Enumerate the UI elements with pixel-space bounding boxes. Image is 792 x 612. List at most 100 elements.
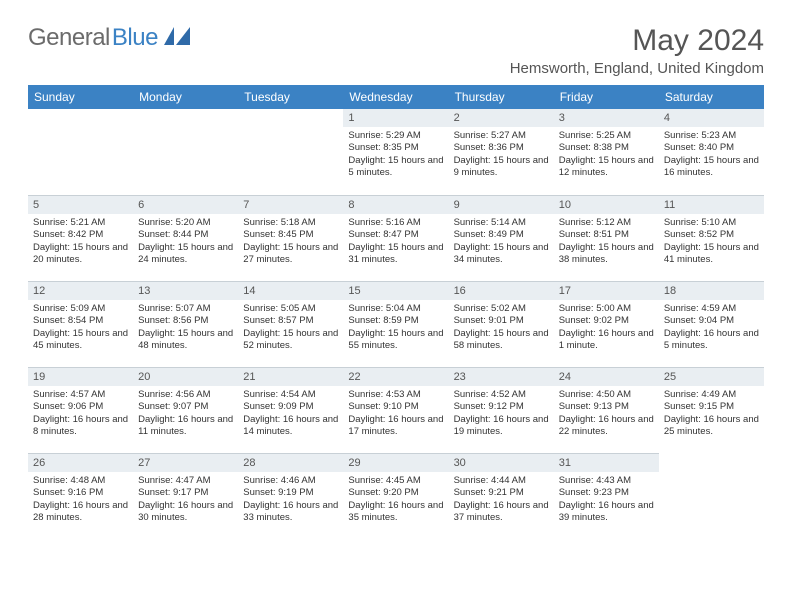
calendar-day-cell: 27Sunrise: 4:47 AMSunset: 9:17 PMDayligh… — [133, 453, 238, 539]
calendar-table: Sunday Monday Tuesday Wednesday Thursday… — [28, 85, 764, 539]
calendar-week-row: 12Sunrise: 5:09 AMSunset: 8:54 PMDayligh… — [28, 281, 764, 367]
weekday-header-row: Sunday Monday Tuesday Wednesday Thursday… — [28, 85, 764, 109]
day-details: Sunrise: 5:05 AMSunset: 8:57 PMDaylight:… — [238, 300, 343, 356]
daylight-text: Daylight: 16 hours and 14 minutes. — [243, 414, 338, 439]
day-number: 10 — [554, 195, 659, 214]
daylight-text: Daylight: 15 hours and 24 minutes. — [138, 242, 233, 267]
daylight-text: Daylight: 16 hours and 11 minutes. — [138, 414, 233, 439]
sunset-text: Sunset: 9:06 PM — [33, 401, 128, 413]
calendar-day-cell: 2Sunrise: 5:27 AMSunset: 8:36 PMDaylight… — [449, 109, 554, 195]
sunset-text: Sunset: 8:59 PM — [348, 315, 443, 327]
sunset-text: Sunset: 8:38 PM — [559, 142, 654, 154]
sunrise-text: Sunrise: 5:29 AM — [348, 130, 443, 142]
day-number: 29 — [343, 453, 448, 472]
calendar-day-cell: 20Sunrise: 4:56 AMSunset: 9:07 PMDayligh… — [133, 367, 238, 453]
sunset-text: Sunset: 9:13 PM — [559, 401, 654, 413]
weekday-header: Monday — [133, 85, 238, 109]
daylight-text: Daylight: 15 hours and 12 minutes. — [559, 155, 654, 180]
sunrise-text: Sunrise: 5:21 AM — [33, 217, 128, 229]
daylight-text: Daylight: 16 hours and 1 minute. — [559, 328, 654, 353]
day-details: Sunrise: 4:56 AMSunset: 9:07 PMDaylight:… — [133, 386, 238, 442]
calendar-week-row: 19Sunrise: 4:57 AMSunset: 9:06 PMDayligh… — [28, 367, 764, 453]
sunrise-text: Sunrise: 5:02 AM — [454, 303, 549, 315]
weekday-header: Tuesday — [238, 85, 343, 109]
day-number: 24 — [554, 367, 659, 386]
calendar-day-cell — [28, 109, 133, 195]
sunset-text: Sunset: 8:56 PM — [138, 315, 233, 327]
daylight-text: Daylight: 16 hours and 28 minutes. — [33, 500, 128, 525]
day-details: Sunrise: 5:29 AMSunset: 8:35 PMDaylight:… — [343, 127, 448, 183]
daylight-text: Daylight: 16 hours and 30 minutes. — [138, 500, 233, 525]
day-number: 5 — [28, 195, 133, 214]
calendar-day-cell — [659, 453, 764, 539]
daylight-text: Daylight: 16 hours and 39 minutes. — [559, 500, 654, 525]
sunset-text: Sunset: 9:04 PM — [664, 315, 759, 327]
sunset-text: Sunset: 9:15 PM — [664, 401, 759, 413]
day-number: 27 — [133, 453, 238, 472]
calendar-day-cell: 6Sunrise: 5:20 AMSunset: 8:44 PMDaylight… — [133, 195, 238, 281]
day-details: Sunrise: 4:46 AMSunset: 9:19 PMDaylight:… — [238, 472, 343, 528]
sunset-text: Sunset: 9:21 PM — [454, 487, 549, 499]
sunset-text: Sunset: 8:47 PM — [348, 229, 443, 241]
day-number: 16 — [449, 281, 554, 300]
calendar-page: GeneralBlue May 2024 Hemsworth, England,… — [0, 0, 792, 539]
calendar-day-cell: 30Sunrise: 4:44 AMSunset: 9:21 PMDayligh… — [449, 453, 554, 539]
calendar-day-cell: 9Sunrise: 5:14 AMSunset: 8:49 PMDaylight… — [449, 195, 554, 281]
day-number: 14 — [238, 281, 343, 300]
day-details: Sunrise: 4:50 AMSunset: 9:13 PMDaylight:… — [554, 386, 659, 442]
day-details: Sunrise: 5:25 AMSunset: 8:38 PMDaylight:… — [554, 127, 659, 183]
location-subtitle: Hemsworth, England, United Kingdom — [510, 60, 764, 77]
day-number: 18 — [659, 281, 764, 300]
calendar-day-cell: 11Sunrise: 5:10 AMSunset: 8:52 PMDayligh… — [659, 195, 764, 281]
sunset-text: Sunset: 8:35 PM — [348, 142, 443, 154]
weekday-header: Saturday — [659, 85, 764, 109]
sunrise-text: Sunrise: 5:10 AM — [664, 217, 759, 229]
sunrise-text: Sunrise: 4:47 AM — [138, 475, 233, 487]
sunrise-text: Sunrise: 4:54 AM — [243, 389, 338, 401]
month-title: May 2024 — [510, 24, 764, 58]
sunrise-text: Sunrise: 4:56 AM — [138, 389, 233, 401]
day-details: Sunrise: 5:02 AMSunset: 9:01 PMDaylight:… — [449, 300, 554, 356]
sunset-text: Sunset: 9:23 PM — [559, 487, 654, 499]
daylight-text: Daylight: 15 hours and 27 minutes. — [243, 242, 338, 267]
sunset-text: Sunset: 9:01 PM — [454, 315, 549, 327]
calendar-day-cell: 10Sunrise: 5:12 AMSunset: 8:51 PMDayligh… — [554, 195, 659, 281]
calendar-day-cell: 3Sunrise: 5:25 AMSunset: 8:38 PMDaylight… — [554, 109, 659, 195]
sunset-text: Sunset: 8:52 PM — [664, 229, 759, 241]
calendar-week-row: 5Sunrise: 5:21 AMSunset: 8:42 PMDaylight… — [28, 195, 764, 281]
calendar-week-row: 1Sunrise: 5:29 AMSunset: 8:35 PMDaylight… — [28, 109, 764, 195]
day-details: Sunrise: 5:18 AMSunset: 8:45 PMDaylight:… — [238, 214, 343, 270]
sunrise-text: Sunrise: 4:44 AM — [454, 475, 549, 487]
daylight-text: Daylight: 15 hours and 58 minutes. — [454, 328, 549, 353]
sunset-text: Sunset: 8:57 PM — [243, 315, 338, 327]
daylight-text: Daylight: 15 hours and 55 minutes. — [348, 328, 443, 353]
day-details: Sunrise: 5:00 AMSunset: 9:02 PMDaylight:… — [554, 300, 659, 356]
sunset-text: Sunset: 9:07 PM — [138, 401, 233, 413]
day-number: 23 — [449, 367, 554, 386]
day-details: Sunrise: 5:16 AMSunset: 8:47 PMDaylight:… — [343, 214, 448, 270]
day-details: Sunrise: 5:04 AMSunset: 8:59 PMDaylight:… — [343, 300, 448, 356]
calendar-day-cell: 4Sunrise: 5:23 AMSunset: 8:40 PMDaylight… — [659, 109, 764, 195]
sunrise-text: Sunrise: 4:48 AM — [33, 475, 128, 487]
sunset-text: Sunset: 8:44 PM — [138, 229, 233, 241]
sunrise-text: Sunrise: 5:09 AM — [33, 303, 128, 315]
sunrise-text: Sunrise: 5:04 AM — [348, 303, 443, 315]
day-number: 19 — [28, 367, 133, 386]
sunset-text: Sunset: 8:40 PM — [664, 142, 759, 154]
sunrise-text: Sunrise: 5:12 AM — [559, 217, 654, 229]
calendar-day-cell: 24Sunrise: 4:50 AMSunset: 9:13 PMDayligh… — [554, 367, 659, 453]
day-number: 4 — [659, 109, 764, 127]
day-details: Sunrise: 4:44 AMSunset: 9:21 PMDaylight:… — [449, 472, 554, 528]
day-details: Sunrise: 4:47 AMSunset: 9:17 PMDaylight:… — [133, 472, 238, 528]
day-details: Sunrise: 5:09 AMSunset: 8:54 PMDaylight:… — [28, 300, 133, 356]
calendar-day-cell: 17Sunrise: 5:00 AMSunset: 9:02 PMDayligh… — [554, 281, 659, 367]
calendar-day-cell: 8Sunrise: 5:16 AMSunset: 8:47 PMDaylight… — [343, 195, 448, 281]
day-number: 15 — [343, 281, 448, 300]
daylight-text: Daylight: 15 hours and 41 minutes. — [664, 242, 759, 267]
daylight-text: Daylight: 16 hours and 19 minutes. — [454, 414, 549, 439]
calendar-day-cell: 21Sunrise: 4:54 AMSunset: 9:09 PMDayligh… — [238, 367, 343, 453]
day-number: 31 — [554, 453, 659, 472]
sunset-text: Sunset: 8:51 PM — [559, 229, 654, 241]
calendar-day-cell: 22Sunrise: 4:53 AMSunset: 9:10 PMDayligh… — [343, 367, 448, 453]
calendar-day-cell — [133, 109, 238, 195]
